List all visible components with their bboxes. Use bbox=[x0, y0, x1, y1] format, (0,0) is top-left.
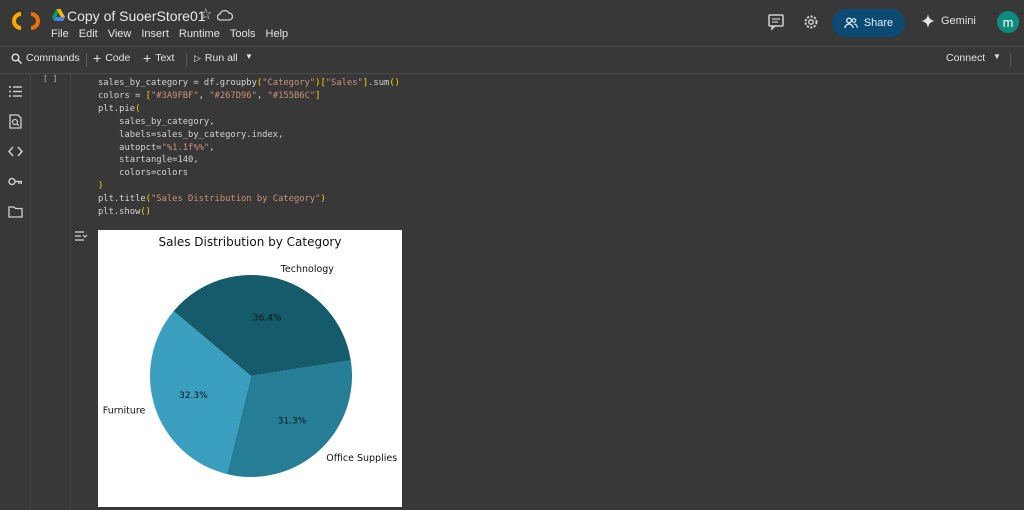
code-line: colors = ["#3A9FBF", "#267D96", "#155B6C… bbox=[98, 90, 321, 101]
caret-down-icon: ▼ bbox=[245, 52, 253, 61]
plus-icon: + bbox=[93, 50, 102, 66]
comments-icon[interactable] bbox=[767, 13, 785, 31]
notebook-toolbar: Commands + Code + Text ▷ Run all ▼ Conne… bbox=[0, 46, 1024, 74]
code-line: startangle=140, bbox=[98, 155, 199, 166]
pie-slice-technology bbox=[173, 275, 351, 376]
share-button[interactable]: Share bbox=[832, 9, 905, 37]
code-line: plt.show() bbox=[98, 207, 151, 218]
play-icon: ▷ bbox=[194, 52, 201, 63]
menu-file[interactable]: File bbox=[51, 28, 69, 40]
account-avatar[interactable]: m bbox=[997, 11, 1019, 33]
add-text-label: Text bbox=[155, 52, 175, 64]
toolbar-divider bbox=[1010, 53, 1011, 67]
menu-runtime[interactable]: Runtime bbox=[178, 28, 220, 40]
menu-tools[interactable]: Tools bbox=[229, 28, 256, 40]
find-in-page-icon[interactable] bbox=[8, 114, 23, 129]
colab-logo-icon[interactable] bbox=[12, 10, 40, 32]
gemini-button[interactable]: Gemini bbox=[921, 14, 976, 28]
connect-label: Connect bbox=[946, 52, 986, 64]
search-icon bbox=[11, 53, 22, 64]
run-all-label: Run all bbox=[204, 52, 238, 64]
menu-view[interactable]: View bbox=[107, 28, 132, 40]
gemini-sparkle-icon bbox=[921, 14, 935, 28]
run-all-button[interactable]: ▷ Run all bbox=[194, 52, 238, 64]
pie-category-label: Office Supplies bbox=[326, 453, 397, 464]
star-icon[interactable]: ☆ bbox=[199, 6, 213, 23]
notebook-title[interactable]: Copy of SuoerStore01 bbox=[67, 8, 206, 24]
left-sidebar bbox=[0, 73, 31, 510]
code-line: sales_by_category = df.groupby("Category… bbox=[98, 78, 400, 88]
commands-button[interactable]: Commands bbox=[11, 52, 80, 64]
add-code-button[interactable]: + Code bbox=[93, 50, 131, 66]
plus-icon: + bbox=[143, 50, 152, 66]
pie-chart-output: Sales Distribution by Category 32.3% Furn… bbox=[98, 230, 402, 507]
pie-slice-office-supplies bbox=[227, 360, 352, 477]
toolbar-divider bbox=[186, 53, 187, 67]
code-line: autopct="%1.1f%%", bbox=[98, 142, 215, 153]
add-text-button[interactable]: + Text bbox=[143, 50, 175, 66]
code-snippets-icon[interactable] bbox=[8, 144, 23, 159]
share-label: Share bbox=[863, 17, 894, 29]
people-icon bbox=[844, 17, 858, 29]
connect-dropdown[interactable]: ▼ bbox=[993, 52, 1001, 61]
files-folder-icon[interactable] bbox=[8, 204, 23, 219]
code-line: colors=colors bbox=[98, 168, 189, 179]
cell-execution-count[interactable]: [ ] bbox=[43, 74, 58, 83]
secrets-key-icon[interactable] bbox=[8, 174, 23, 189]
code-line: plt.pie( bbox=[98, 103, 141, 114]
pie-chart: Sales Distribution by Category 32.3% Furn… bbox=[103, 235, 397, 477]
gemini-label: Gemini bbox=[941, 15, 976, 27]
code-line: sales_by_category, bbox=[98, 116, 215, 127]
caret-down-icon: ▼ bbox=[993, 52, 1001, 61]
code-line: ) bbox=[98, 181, 104, 192]
add-code-label: Code bbox=[105, 52, 131, 64]
output-collapse-icon[interactable] bbox=[74, 229, 88, 243]
toolbar-divider bbox=[86, 53, 87, 67]
pie-category-label: Technology bbox=[280, 264, 335, 275]
pie-pct-label: 36.4% bbox=[253, 314, 282, 324]
menu-edit[interactable]: Edit bbox=[78, 28, 98, 40]
table-of-contents-icon[interactable] bbox=[8, 84, 23, 99]
pie-slice-furniture bbox=[150, 311, 251, 475]
menu-help[interactable]: Help bbox=[265, 28, 289, 40]
connect-button[interactable]: Connect bbox=[946, 52, 985, 64]
pie-pct-label: 32.3% bbox=[179, 391, 208, 401]
code-cell-editor[interactable]: sales_by_category = df.groupby("Category… bbox=[98, 77, 400, 219]
code-line: labels=sales_by_category.index, bbox=[98, 129, 284, 140]
code-line: plt.title("Sales Distribution by Categor… bbox=[98, 194, 326, 205]
settings-gear-icon[interactable] bbox=[802, 13, 820, 31]
commands-label: Commands bbox=[26, 52, 80, 64]
cloud-icon[interactable] bbox=[217, 9, 233, 21]
drive-icon bbox=[52, 9, 65, 21]
menu-bar: File Edit View Insert Runtime Tools Help bbox=[51, 28, 298, 40]
cell-divider bbox=[70, 74, 71, 510]
top-bar: Copy of SuoerStore01 ☆ File Edit View In… bbox=[0, 0, 1024, 44]
menu-insert[interactable]: Insert bbox=[141, 28, 169, 40]
chart-title: Sales Distribution by Category bbox=[159, 235, 342, 249]
run-all-dropdown[interactable]: ▼ bbox=[245, 52, 253, 61]
pie-category-label: Furniture bbox=[103, 406, 146, 417]
pie-pct-label: 31.3% bbox=[278, 417, 307, 427]
